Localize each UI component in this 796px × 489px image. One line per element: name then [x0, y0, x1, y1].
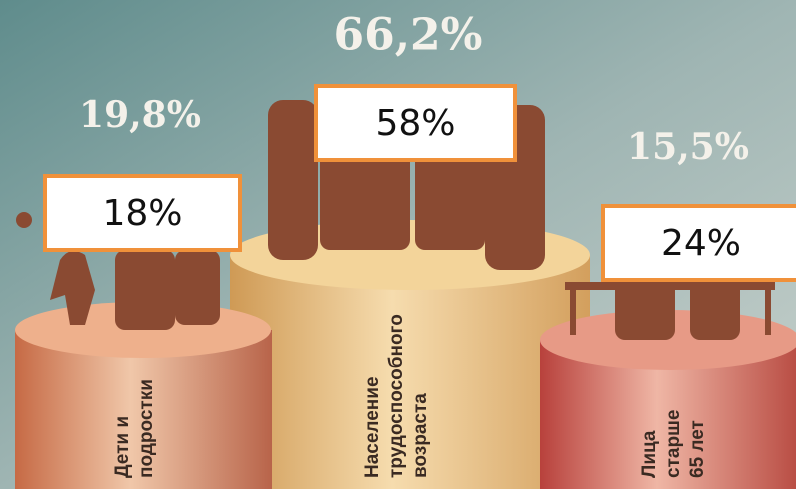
new-percentage: 18% [102, 193, 182, 234]
group-label: старше [663, 410, 684, 478]
new-percentage-box [601, 204, 796, 282]
group-label: 65 лет [687, 420, 708, 478]
old-percentage: 19,8% [79, 94, 201, 136]
new-percentage: 24% [661, 223, 741, 264]
new-percentage-box [43, 174, 242, 252]
group-label: Население [362, 376, 383, 478]
new-percentage-box [314, 84, 517, 162]
old-percentage: 15,5% [627, 126, 749, 168]
group-label: подростки [136, 379, 157, 478]
group-label: трудоспособного [386, 314, 407, 478]
old-percentage: 66,2% [334, 10, 483, 61]
group-label: Лица [639, 430, 660, 478]
new-percentage: 58% [375, 103, 455, 144]
group-label: возраста [410, 393, 431, 478]
group-label: Дети и [112, 416, 133, 478]
content: 19,8% 18% Дети и подростки 66,2% 58% Население… [43, 10, 796, 478]
